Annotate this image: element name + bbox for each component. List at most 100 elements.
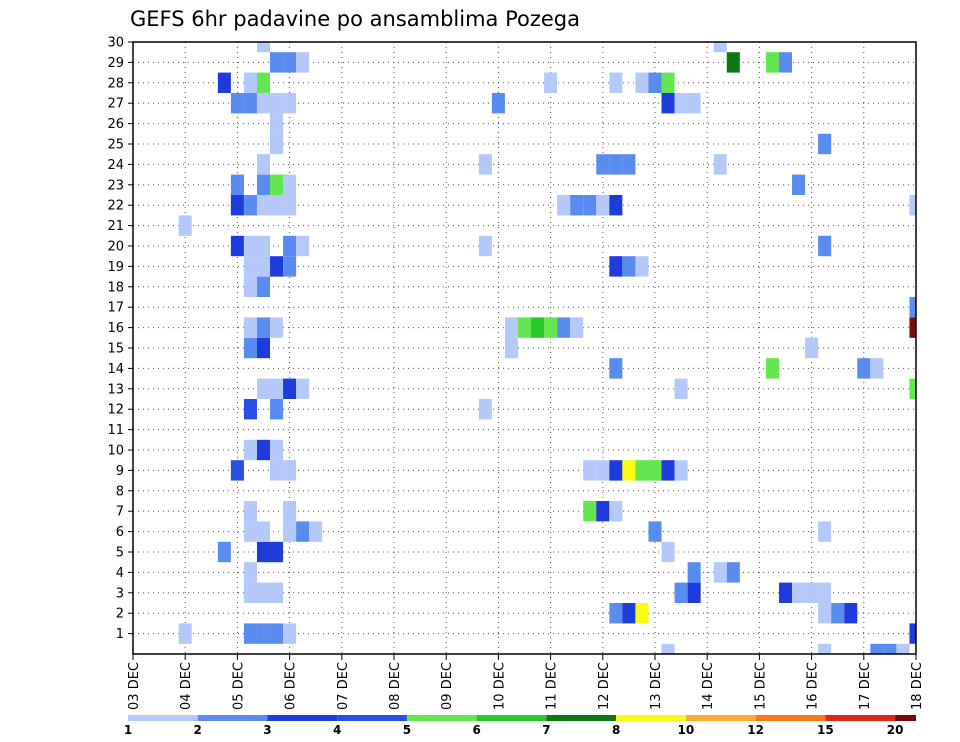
heatmap-cell <box>909 378 916 399</box>
heatmap-cell <box>831 603 845 624</box>
heatmap-cell <box>243 337 257 359</box>
heatmap-cell <box>256 582 271 603</box>
colorbar-swatch <box>825 715 896 721</box>
heatmap-cell <box>256 93 271 114</box>
heatmap-cell <box>596 154 610 175</box>
heatmap-cell <box>596 460 610 481</box>
heatmap-cell <box>909 297 916 318</box>
x-tick-label: 09 DEC <box>440 662 455 710</box>
heatmap-cell <box>283 256 297 277</box>
y-tick-label: 15 <box>107 342 124 357</box>
colorbar-swatch <box>755 715 826 721</box>
colorbar-swatch <box>685 715 756 721</box>
y-tick-label: 6 <box>116 525 124 540</box>
y-tick-label: 25 <box>107 138 124 153</box>
heatmap-cell <box>635 72 649 93</box>
heatmap-cell <box>256 317 271 338</box>
heatmap-cell <box>726 562 740 583</box>
y-tick-label: 3 <box>116 586 124 601</box>
heatmap-cell <box>283 195 297 216</box>
heatmap-cell <box>230 460 244 481</box>
heatmap-cell <box>270 378 284 399</box>
heatmap-cell <box>622 460 636 481</box>
y-tick-label: 1 <box>116 627 124 642</box>
heatmap-cell <box>309 521 323 542</box>
heatmap-cell <box>661 643 675 654</box>
colorbar-label: 10 <box>678 723 695 737</box>
heatmap-cell <box>661 72 675 93</box>
heatmap-cell <box>283 235 297 257</box>
colorbar-swatch <box>546 715 617 721</box>
heatmap-cell <box>596 195 610 216</box>
heatmap-cell <box>596 501 610 522</box>
heatmap-cell <box>909 317 916 338</box>
y-axis: 1234567891011121314151617181920212223242… <box>107 36 133 642</box>
heatmap-cell <box>557 317 571 338</box>
heatmap-cell <box>544 72 558 93</box>
x-tick-label: 05 DEC <box>231 662 246 710</box>
heatmap-cell <box>256 42 271 53</box>
heatmap-cell <box>687 582 701 603</box>
heatmap-cell <box>583 195 597 216</box>
x-tick-label: 18 DEC <box>910 662 925 710</box>
colorbar-label: 7 <box>542 723 550 737</box>
heatmap-cells <box>178 42 916 654</box>
heatmap-cell <box>270 623 284 644</box>
heatmap-cell <box>243 276 257 297</box>
y-tick-label: 14 <box>107 362 124 377</box>
heatmap-cell <box>270 399 284 420</box>
heatmap-cell <box>909 195 916 216</box>
colorbar-label: 2 <box>194 723 202 737</box>
heatmap-cell <box>296 235 310 257</box>
heatmap-cell <box>713 154 727 175</box>
heatmap-cell <box>622 154 636 175</box>
heatmap-cell <box>557 195 571 216</box>
y-tick-label: 9 <box>116 464 124 479</box>
colorbar: 1 2 3 4 5 6 7 8 10 12 15 20 <box>124 715 916 737</box>
y-tick-label: 18 <box>107 280 124 295</box>
y-tick-label: 7 <box>116 505 124 520</box>
heatmap-cell <box>818 521 832 542</box>
heatmap-cell <box>857 358 871 379</box>
heatmap-cell <box>270 439 284 461</box>
heatmap-cell <box>674 582 688 603</box>
heatmap-cell <box>256 541 271 563</box>
heatmap-cell <box>230 195 244 216</box>
heatmap-cell <box>635 460 649 481</box>
heatmap-cell <box>687 562 701 583</box>
heatmap-cell <box>583 501 597 522</box>
heatmap-cell <box>648 72 662 93</box>
colorbar-swatch <box>337 715 407 721</box>
heatmap-cell <box>478 399 492 420</box>
heatmap-cell <box>818 235 832 257</box>
y-tick-label: 27 <box>107 97 124 112</box>
heatmap-cell <box>726 52 740 73</box>
x-tick-label: 07 DEC <box>336 662 351 710</box>
heatmap-cell <box>243 521 257 542</box>
y-tick-label: 2 <box>116 607 124 622</box>
y-tick-label: 20 <box>107 240 124 255</box>
y-tick-label: 19 <box>107 260 124 275</box>
heatmap-cell <box>270 174 284 195</box>
colorbar-label: 4 <box>333 723 341 737</box>
heatmap-cell <box>270 256 284 277</box>
heatmap-cell <box>609 460 623 481</box>
x-tick-label: 15 DEC <box>753 662 768 710</box>
heatmap-cell <box>870 643 884 654</box>
heatmap-cell <box>844 603 858 624</box>
heatmap-cell <box>256 72 271 93</box>
heatmap-cell <box>243 317 257 338</box>
heatmap-cell <box>270 52 284 73</box>
heatmap-cell <box>270 582 284 603</box>
heatmap-cell <box>256 521 271 542</box>
heatmap-cell <box>622 603 636 624</box>
y-tick-label: 29 <box>107 56 124 71</box>
heatmap-cell <box>283 52 297 73</box>
colorbar-label: 15 <box>817 723 834 737</box>
heatmap-cell <box>609 501 623 522</box>
heatmap-cell <box>256 174 271 195</box>
heatmap-cell <box>765 52 779 73</box>
heatmap-cell <box>230 235 244 257</box>
x-axis: 03 DEC 04 DEC 05 DEC 06 DEC 07 DEC 08 DEC 09 D… <box>127 654 925 710</box>
heatmap-cell <box>805 337 819 359</box>
